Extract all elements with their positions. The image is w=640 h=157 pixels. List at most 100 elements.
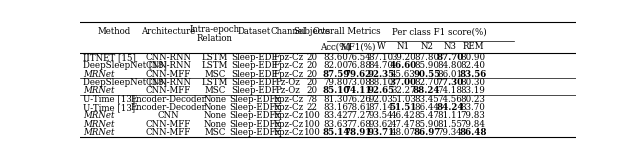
Text: 87.59: 87.59 [323,70,349,79]
Text: Encoder-Decoder: Encoder-Decoder [131,103,206,112]
Text: 78: 78 [307,95,317,104]
Text: Sleep-EDFx: Sleep-EDFx [229,120,280,129]
Text: None: None [204,103,227,112]
Text: 100: 100 [304,128,321,137]
Text: 83.63: 83.63 [324,120,348,129]
Text: 79.34: 79.34 [438,128,462,137]
Text: Sleep-EDF: Sleep-EDF [231,70,278,79]
Text: 79.83: 79.83 [460,111,485,120]
Text: CNN-MFF: CNN-MFF [146,86,191,95]
Text: 92.65: 92.65 [367,86,395,95]
Text: 51.03: 51.03 [391,95,416,104]
Text: 82.40: 82.40 [460,61,485,70]
Text: 77.27: 77.27 [346,111,371,120]
Text: 84.24: 84.24 [436,103,464,112]
Text: Fpz-Cz: Fpz-Cz [273,120,303,129]
Text: CNN-MFF: CNN-MFF [146,120,191,129]
Text: Sleep-EDFx: Sleep-EDFx [229,95,280,104]
Text: 76.88: 76.88 [346,61,371,70]
Text: Overall Metrics: Overall Metrics [313,27,381,36]
Text: Sleep-EDFx: Sleep-EDFx [229,128,280,137]
Text: 83.70: 83.70 [460,103,485,112]
Text: 83.56: 83.56 [460,70,486,79]
Text: CNN: CNN [157,111,179,120]
Text: 74.11: 74.11 [344,86,372,95]
Text: Channel: Channel [271,27,306,36]
Text: 93.62: 93.62 [369,120,394,129]
Text: Fpz-Cz: Fpz-Cz [273,111,303,120]
Text: 87.80: 87.80 [414,53,439,62]
Text: Fpz-Cz: Fpz-Cz [273,61,303,70]
Text: LSTM: LSTM [202,61,228,70]
Text: 83.42: 83.42 [324,111,348,120]
Text: LSTM: LSTM [202,53,228,62]
Text: Fpz-Cz: Fpz-Cz [273,53,303,62]
Text: U-Time [13]: U-Time [13] [83,95,135,104]
Text: 90.55: 90.55 [413,70,440,79]
Text: Fpz-Cz: Fpz-Cz [273,128,303,137]
Text: 76.54: 76.54 [346,53,371,62]
Text: 51.51: 51.51 [390,103,417,112]
Text: MRNet: MRNet [83,70,115,79]
Text: 80.90: 80.90 [460,53,485,62]
Text: 74.18: 74.18 [438,86,463,95]
Text: Relation: Relation [197,34,233,43]
Text: 100: 100 [304,120,321,129]
Text: 93.71: 93.71 [367,128,395,137]
Text: None: None [204,111,227,120]
Text: Sleep-EDFx: Sleep-EDFx [229,103,280,112]
Text: CNN-RNN: CNN-RNN [145,78,191,87]
Text: N1: N1 [397,42,410,51]
Text: 83.45: 83.45 [414,95,439,104]
Text: 76.26: 76.26 [346,95,371,104]
Text: 83.16: 83.16 [323,103,348,112]
Text: 82.70: 82.70 [414,78,439,87]
Text: MSC: MSC [204,128,225,137]
Text: Fpz-Cz: Fpz-Cz [273,103,303,112]
Text: 46.42: 46.42 [391,111,416,120]
Text: 77.68: 77.68 [346,120,371,129]
Text: Subjects: Subjects [294,27,331,36]
Text: Fpz-Cz: Fpz-Cz [273,70,303,79]
Text: 20: 20 [307,61,317,70]
Text: 83.60: 83.60 [323,53,348,62]
Text: 22: 22 [307,103,317,112]
Text: Sleep-EDF: Sleep-EDF [231,86,278,95]
Text: Sleep-EDF: Sleep-EDF [231,53,278,62]
Text: 87.14: 87.14 [369,103,394,112]
Text: REM: REM [462,42,484,51]
Text: LSTM: LSTM [202,78,228,87]
Text: 85.90: 85.90 [414,120,439,129]
Text: 78.61: 78.61 [346,103,371,112]
Text: 48.07: 48.07 [391,128,416,137]
Text: Sleep-EDFx: Sleep-EDFx [229,111,280,120]
Text: Intra-epoch: Intra-epoch [190,25,240,34]
Text: Sleep-EDF: Sleep-EDF [231,61,278,70]
Text: 85.47: 85.47 [414,111,439,120]
Text: 84.80: 84.80 [438,61,463,70]
Text: MRNet: MRNet [83,111,115,120]
Text: CNN-MFF: CNN-MFF [146,70,191,79]
Text: 85.10: 85.10 [323,86,349,95]
Text: CNN-MFF: CNN-MFF [146,128,191,137]
Text: Method: Method [97,27,131,36]
Text: 80.23: 80.23 [460,95,485,104]
Text: 100: 100 [304,111,321,120]
Text: DeepSleepNet [18]: DeepSleepNet [18] [83,61,167,70]
Text: MRNet: MRNet [83,86,115,95]
Text: MRNet: MRNet [83,120,115,129]
Text: Fpz-Cz: Fpz-Cz [273,95,303,104]
Text: 93.54: 93.54 [369,111,394,120]
Text: None: None [204,120,227,129]
Text: 74.56: 74.56 [438,95,462,104]
Text: Architecture: Architecture [141,27,195,36]
Text: 80.30: 80.30 [460,78,485,87]
Text: Sleep-EDF: Sleep-EDF [231,78,278,87]
Text: Pz-Oz: Pz-Oz [276,78,301,87]
Text: Acc(%): Acc(%) [321,42,351,51]
Text: 86.97: 86.97 [413,128,440,137]
Text: 79.80: 79.80 [323,78,348,87]
Text: IITNET [15]: IITNET [15] [83,53,136,62]
Text: 87.10: 87.10 [369,53,394,62]
Text: 20: 20 [307,70,317,79]
